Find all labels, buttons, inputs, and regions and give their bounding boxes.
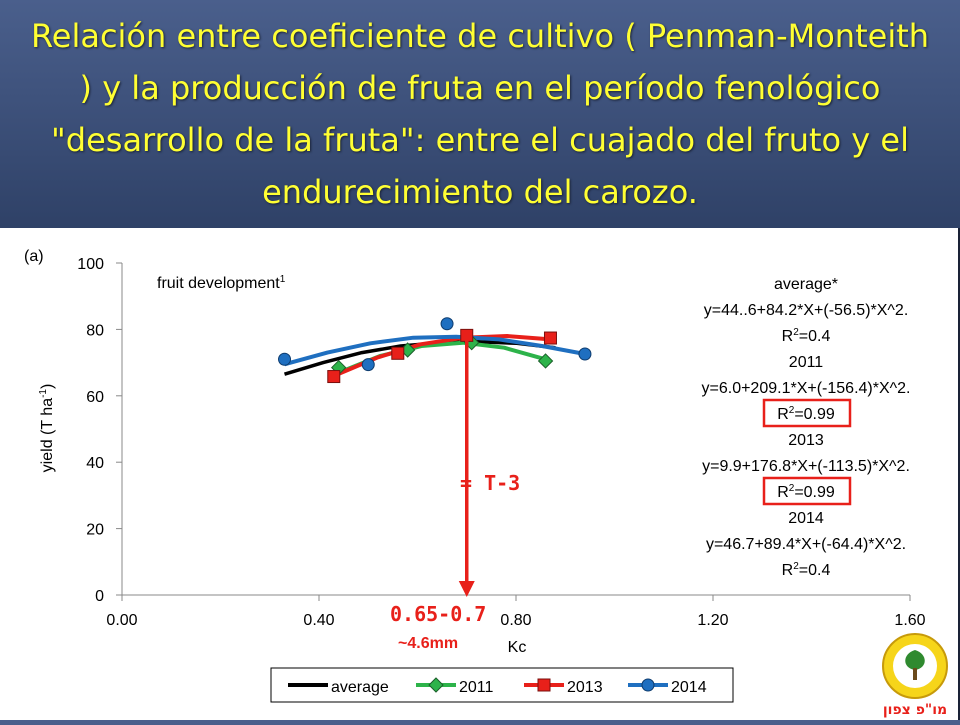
series-line-2014	[283, 334, 586, 367]
logo-text: מו"פ צפון	[883, 702, 947, 718]
legend-label-2013: 2013	[567, 679, 603, 696]
data-point-2014	[578, 347, 592, 361]
equation-formula: y=9.9+176.8*X+(-113.5)*X^2.	[702, 458, 910, 475]
equation-series-name: average*	[774, 276, 838, 293]
series-curves	[283, 334, 586, 378]
y-tick-label: 60	[86, 389, 104, 406]
equation-formula: y=44..6+84.2*X+(-56.5)*X^2.	[704, 302, 909, 319]
legend-marker-2014	[641, 678, 655, 692]
y-tick-label: 40	[86, 455, 104, 472]
equation-series-name: 2013	[788, 432, 824, 449]
phase-label: fruit development1	[157, 274, 286, 292]
y-tick-label: 20	[86, 522, 104, 539]
legend-marker-2011	[428, 677, 444, 693]
data-point-2014	[278, 352, 292, 366]
equation-series-name: 2011	[789, 354, 824, 371]
t3-label: = T-3	[460, 471, 520, 495]
legend-label-2014: 2014	[671, 679, 707, 696]
equation-r2: R2=0.4	[782, 561, 831, 579]
legend-marker-2013	[537, 678, 551, 692]
r2-highlight-box	[762, 398, 852, 428]
data-point-2013	[543, 331, 557, 345]
data-point-2013	[391, 346, 405, 360]
data-point-2014	[440, 317, 454, 331]
x-tick-label: 0.40	[303, 612, 334, 629]
legend-label-average: average	[331, 679, 389, 696]
data-point-2014	[361, 358, 375, 372]
data-point-2011	[537, 353, 554, 369]
x-tick-label: 0.00	[106, 612, 137, 629]
x-axis-label: Kc	[508, 639, 527, 656]
equation-formula: y=46.7+89.4*X+(-64.4)*X^2.	[706, 536, 906, 553]
chart-panel: (a) fruit development1 0 20 40 60 80 100 0.00 0…	[0, 228, 960, 720]
equation-r2: R2=0.99	[777, 405, 835, 423]
size-note: ~4.6mm	[398, 635, 458, 652]
r2-highlight-box	[762, 476, 852, 506]
axes: 0 20 40 60 80 100 0.00 0.40 0.80 1.20 1.60 Kc yield …	[38, 256, 926, 656]
panel-label: (a)	[24, 248, 44, 265]
series-markers	[278, 317, 592, 384]
y-tick-label: 80	[86, 322, 104, 339]
equation-r2: R2=0.4	[782, 327, 831, 345]
equation-series-name: 2014	[788, 510, 824, 527]
x-tick-label: 1.20	[697, 612, 728, 629]
equation-formula: y=6.0+209.1*X+(-156.4)*X^2.	[702, 380, 911, 397]
x-tick-label: 0.80	[500, 612, 531, 629]
data-point-2013	[327, 370, 341, 384]
legend-label-2011: 2011	[459, 679, 494, 696]
y-axis-label: yield (T ha-1)	[38, 384, 56, 473]
northern-rd-logo: מו"פ צפון	[872, 630, 958, 720]
kc-range-label: 0.65-0.7	[390, 602, 486, 626]
t3-arrow	[458, 335, 475, 597]
legend: average 2011 2013 2014	[270, 667, 734, 703]
y-tick-label: 100	[77, 256, 104, 273]
equation-block: average* y=44..6+84.2*X+(-56.5)*X^2. R2=0.…	[702, 276, 911, 579]
arrow-head	[458, 581, 475, 597]
equation-r2: R2=0.99	[777, 483, 835, 501]
slide-title: Relación entre coeficiente de cultivo ( …	[30, 17, 930, 211]
x-tick-label: 1.60	[894, 612, 925, 629]
y-tick-label: 0	[95, 588, 104, 605]
